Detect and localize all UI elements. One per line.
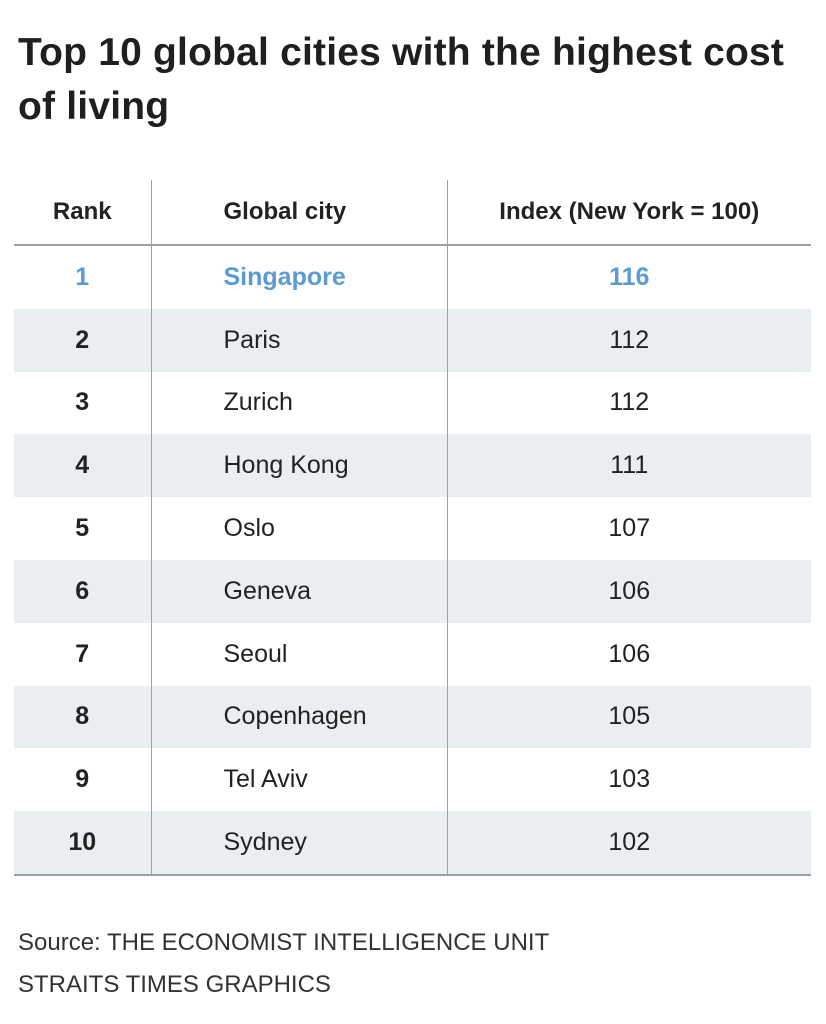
- city-cell: Paris: [151, 308, 448, 372]
- rank-cell: 1: [14, 245, 152, 309]
- index-cell: 103: [608, 765, 651, 794]
- rank-cell: 10: [14, 811, 152, 876]
- index-cell: 107: [608, 514, 651, 543]
- city-cell: Tel Aviv: [151, 748, 448, 812]
- index-cell: 112: [609, 388, 650, 417]
- chart-title: Top 10 global cities with the highest co…: [18, 31, 785, 128]
- table-header-row: Rank Global city Index (New York = 100): [14, 180, 811, 246]
- index-cell: 102: [447, 811, 811, 876]
- table-row: 7 Seoul 106: [14, 622, 811, 686]
- table-row: 3 Zurich 112: [14, 371, 811, 435]
- header-city: Global city: [151, 180, 448, 246]
- rank-cell: 7: [14, 622, 152, 686]
- header-rank: Rank: [14, 180, 152, 246]
- city-cell: Copenhagen: [151, 685, 448, 749]
- table-row: 9 Tel Aviv 103: [14, 748, 811, 812]
- table-row: 1 Singapore 116: [14, 245, 811, 309]
- rank-cell: 5: [14, 497, 152, 560]
- city-cell: Singapore: [151, 245, 448, 309]
- city-cell: Hong Kong: [151, 434, 448, 498]
- table-row: 5 Oslo 107: [14, 497, 811, 560]
- source-credit: Source: THE ECONOMIST INTELLIGENCE UNIT …: [18, 922, 549, 1006]
- city-cell: Zurich: [151, 371, 448, 435]
- rank-cell: 8: [14, 685, 152, 749]
- index-cell: 116: [609, 262, 650, 291]
- cost-of-living-table: Rank Global city Index (New York = 100) …: [14, 180, 811, 876]
- index-cell: 112: [447, 308, 811, 372]
- index-cell: 106: [447, 559, 811, 623]
- city-cell: Sydney: [151, 811, 448, 876]
- source-line: Source: THE ECONOMIST INTELLIGENCE UNIT: [18, 929, 550, 956]
- index-cell: 106: [608, 639, 651, 668]
- cost-of-living-table-container: Rank Global city Index (New York = 100) …: [14, 180, 811, 876]
- index-cell: 111: [447, 434, 811, 498]
- table-row: 10 Sydney 102: [14, 811, 811, 876]
- rank-cell: 3: [14, 371, 152, 435]
- table-row: 6 Geneva 106: [14, 559, 811, 623]
- rank-cell: 4: [14, 434, 152, 498]
- city-cell: Seoul: [151, 622, 448, 686]
- rank-cell: 2: [14, 308, 152, 372]
- table-row: 2 Paris 112: [14, 308, 811, 372]
- table-row: 4 Hong Kong 111: [14, 434, 811, 498]
- index-cell: 105: [447, 685, 811, 749]
- header-index: Index (New York = 100): [447, 180, 811, 246]
- city-cell: Geneva: [151, 559, 448, 623]
- table-row: 8 Copenhagen 105: [14, 685, 811, 749]
- rank-cell: 6: [14, 559, 152, 623]
- city-cell: Oslo: [151, 497, 448, 560]
- table-body: 1 Singapore 116 2 Paris 112 3 Zurich 112…: [14, 245, 811, 876]
- graphics-credit-line: STRAITS TIMES GRAPHICS: [18, 971, 331, 998]
- rank-cell: 9: [14, 748, 152, 812]
